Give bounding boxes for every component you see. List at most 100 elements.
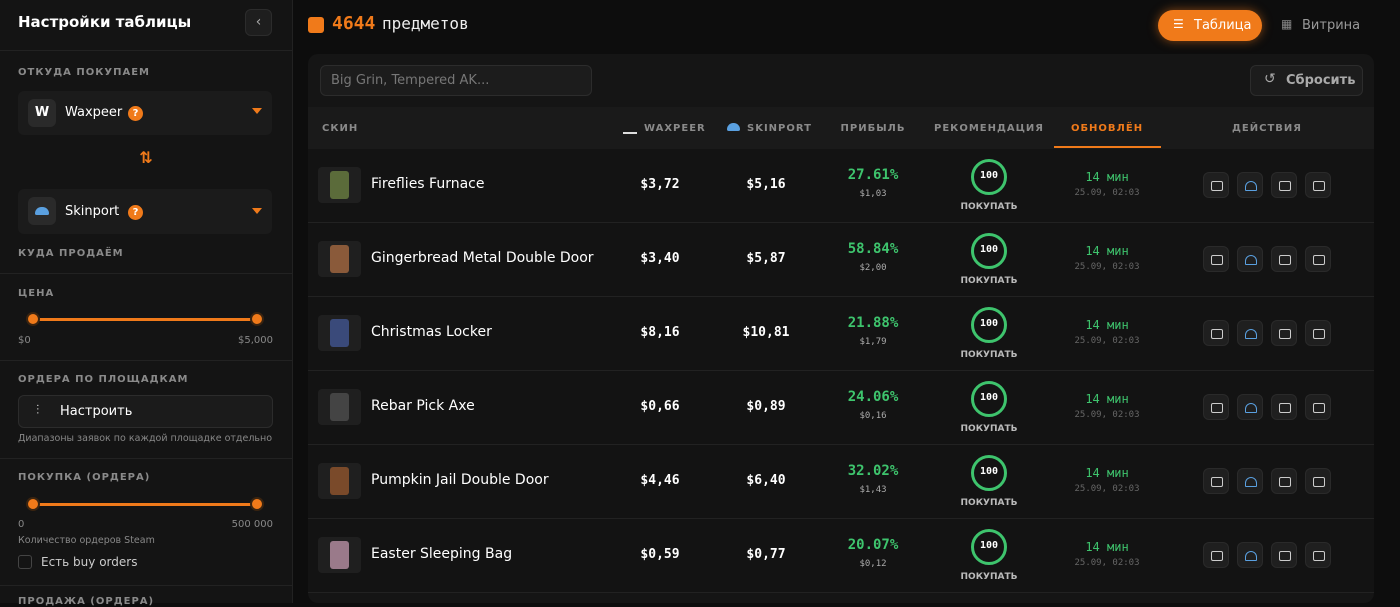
skinport-price: $5,16 [746,177,786,192]
icon [1245,329,1257,339]
item-image [318,241,361,277]
waxpeer-icon [623,122,637,134]
icon [1313,403,1325,413]
hide-button[interactable] [1305,394,1331,420]
updated-at: 25.09, 02:03 [1074,336,1140,346]
waxpeer-link[interactable] [1203,542,1229,568]
bookmark-button[interactable] [1271,542,1297,568]
icon [1279,255,1291,265]
score-value: 100 [979,244,999,255]
column-header: SKINPORT [747,123,812,134]
item-picture [330,541,349,569]
updated-at: 25.09, 02:03 [1074,410,1140,420]
bookmark-button[interactable] [1271,246,1297,272]
icon [1313,477,1325,487]
sidebar-title: Настройки таблицы [18,13,192,31]
score-ring: 100 [971,159,1007,195]
waxpeer-link[interactable] [1203,320,1229,346]
search-input[interactable]: Big Grin, Tempered AK... [320,65,592,96]
hide-button[interactable] [1305,172,1331,198]
help-badge[interactable]: ? [128,106,143,121]
checkbox[interactable] [18,555,32,569]
configure-button[interactable]: ⫶ Настроить [18,395,273,428]
skinport-link[interactable] [1237,320,1263,346]
score-label: ПОКУПАТЬ [960,572,1018,582]
updated-at: 25.09, 02:03 [1074,188,1140,198]
item-image [318,537,361,573]
icon [1245,181,1257,191]
profit-percent: 24.06% [847,389,899,405]
orders-slider[interactable] [33,503,257,506]
hide-button[interactable] [1305,542,1331,568]
orders-hint: Диапазоны заявок по каждой площадке отде… [18,433,273,444]
skinport-link[interactable] [1237,172,1263,198]
icon [1279,329,1291,339]
dropdown-arrow [252,108,262,114]
waxpeer-link[interactable] [1203,468,1229,494]
help-badge[interactable]: ? [128,205,143,220]
waxpeer-link[interactable] [1203,246,1229,272]
slider-knob[interactable] [26,497,40,511]
waxpeer-price: $0,59 [640,547,680,562]
skinport-link[interactable] [1237,394,1263,420]
table-row: Easter Sleeping Bag $0,59 $0,77 20.07% $0,12… [308,519,1374,593]
skinport-link[interactable] [1237,542,1263,568]
icon [1313,329,1325,339]
buy-from-value: Waxpeer [65,105,123,120]
orders-max: 500 000 [231,519,273,530]
waxpeer-price: $4,46 [640,473,680,488]
bookmark-button[interactable] [1271,320,1297,346]
score-value: 100 [979,318,999,329]
item-image [318,315,361,351]
column-header: ПРИБЫЛЬ [840,123,906,134]
collapse-button[interactable]: ‹ [245,9,272,36]
view-table[interactable]: ☰ Таблица [1158,10,1262,41]
item-count: 4644 [332,13,376,34]
hide-button[interactable] [1305,468,1331,494]
swap-button[interactable]: ⇅ [139,148,153,167]
profit-amount: $0,16 [859,411,887,421]
skinport-price: $6,40 [746,473,786,488]
skinport-icon [727,123,740,131]
view-showcase[interactable]: ▦ Витрина [1281,17,1361,33]
bookmark-button[interactable] [1271,172,1297,198]
item-name: Christmas Locker [371,324,492,340]
section-label: КУДА ПРОДАЁМ [18,248,124,259]
skinport-price: $0,77 [746,547,786,562]
reset-button[interactable]: ↺ Сбросить [1250,65,1363,96]
section-label: ОТКУДА ПОКУПАЕМ [18,67,150,78]
skinport-link[interactable] [1237,468,1263,494]
price-max: $5,000 [238,335,273,346]
item-count-label: предметов [382,14,469,33]
table-row: Fireflies Furnace $3,72 $5,16 27.61% $1,03 10… [308,149,1374,223]
icon [1279,403,1291,413]
orders-min: 0 [18,519,25,530]
hide-button[interactable] [1305,320,1331,346]
score-ring: 100 [971,529,1007,565]
profit-amount: $1,03 [859,189,887,199]
item-picture [330,171,349,199]
icon [1211,477,1223,487]
icon [1279,181,1291,191]
table-row: Gingerbread Metal Double Door $3,40 $5,87 5… [308,223,1374,297]
buy-from-select[interactable]: W Waxpeer ? [18,91,272,135]
bookmark-button[interactable] [1271,394,1297,420]
item-picture [330,245,349,273]
waxpeer-link[interactable] [1203,394,1229,420]
item-image [318,389,361,425]
slider-knob[interactable] [250,312,264,326]
waxpeer-link[interactable] [1203,172,1229,198]
profit-percent: 21.88% [847,315,899,331]
skinport-link[interactable] [1237,246,1263,272]
bookmark-button[interactable] [1271,468,1297,494]
waxpeer-price: $3,40 [640,251,680,266]
sell-to-select[interactable]: Skinport ? [18,189,272,234]
hide-button[interactable] [1305,246,1331,272]
price-min: $0 [18,335,31,346]
slider-knob[interactable] [26,312,40,326]
profit-amount: $2,00 [859,263,887,273]
slider-knob[interactable] [250,497,264,511]
waxpeer-icon: W [28,99,56,127]
skinport-price: $10,81 [742,325,790,340]
price-slider[interactable] [33,318,257,321]
